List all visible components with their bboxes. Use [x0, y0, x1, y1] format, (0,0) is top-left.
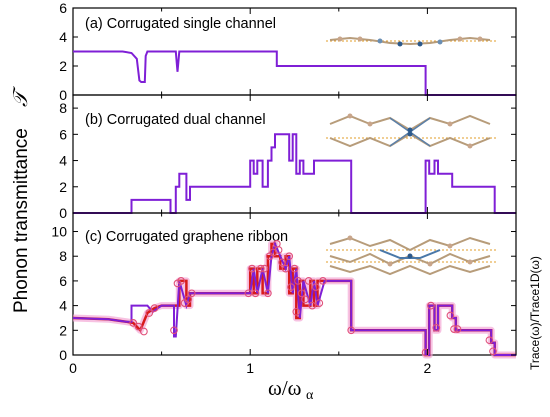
x-tick-label: 0	[69, 360, 77, 376]
scatter-point	[184, 295, 193, 304]
scatter-point	[485, 336, 494, 345]
y-tick-label: 2	[59, 322, 67, 338]
scatter-point	[315, 299, 324, 307]
panel-c-molecule-icon	[326, 235, 497, 276]
panel-b-series	[73, 133, 516, 214]
series-halo	[72, 240, 516, 359]
scatter-point	[301, 295, 309, 304]
series-line-transmittance	[73, 133, 516, 214]
panel-a-series	[73, 50, 516, 96]
y-tick-label: 0	[59, 347, 67, 363]
y-tick-label: 10	[51, 224, 67, 240]
scatter-point	[170, 326, 178, 335]
x-tick-label: 2	[424, 360, 432, 376]
scatter-point	[260, 264, 269, 273]
scatter-point	[281, 264, 290, 273]
panel-c-frame	[72, 212, 517, 356]
y-axis-symbol: 𝒯	[10, 85, 32, 107]
y-axis-title: Phonon transmittance 𝒯	[10, 85, 32, 313]
scatter-point	[256, 264, 265, 273]
y-tick-label: 2	[59, 179, 67, 195]
scatter-point	[248, 264, 256, 273]
panel-c-title: (c) Corrugated graphene ribbon	[85, 229, 288, 245]
y-tick-label: 6	[59, 273, 67, 289]
scatter-point	[347, 326, 356, 335]
scatter-point	[489, 347, 497, 356]
scatter-point	[446, 311, 455, 320]
scatter-point	[134, 322, 143, 331]
scatter-point	[308, 301, 317, 310]
panel-a-molecule-icon	[326, 36, 497, 47]
scatter-point	[177, 277, 185, 285]
scatter-point	[311, 283, 320, 291]
panel-c-yaxis: 0 2 4 6 8 10	[51, 224, 516, 363]
scatter-point	[145, 309, 154, 317]
scatter-point	[450, 325, 458, 333]
scatter-point	[264, 289, 272, 298]
scatter-point	[140, 327, 148, 336]
scatter-point	[297, 289, 306, 298]
scatter-point	[187, 289, 196, 298]
y-tick-label: 8	[59, 100, 67, 116]
y-tick-label: 6	[59, 0, 67, 16]
right-axis-label: Trace(ω)/Trace1D(ω)	[528, 256, 542, 370]
scatter-point	[251, 289, 260, 298]
y-tick-label: 8	[59, 248, 67, 264]
panel-b: (b) Corrugated dual channel 0 2 4 6 8	[59, 94, 517, 221]
scatter-point	[274, 246, 283, 254]
x-axis-tick-labels: 0 1 2	[69, 360, 431, 376]
y-tick-label: 2	[59, 58, 67, 74]
scatter-point	[292, 307, 301, 316]
y-tick-label: 4	[59, 153, 67, 169]
panel-b-title: (b) Corrugated dual channel	[85, 112, 266, 128]
panel-a: (a) Corrugated single channel 0 2 4 6	[59, 0, 517, 103]
y-tick-label: 0	[59, 87, 67, 103]
panel-a-title: (a) Corrugated single channel	[85, 16, 276, 32]
panel-b-molecule-icon	[326, 113, 497, 149]
scatter-point	[150, 304, 159, 312]
scatter-point	[285, 252, 294, 261]
scatter-point	[453, 325, 462, 333]
panel-c-xticks	[72, 213, 517, 355]
y-tick-label: 4	[59, 298, 67, 314]
scatter-point	[287, 283, 295, 291]
panel-c-series	[72, 240, 516, 359]
scatter-point	[304, 277, 313, 285]
scatter-point	[319, 277, 327, 285]
y-tick-label: 0	[59, 205, 67, 221]
scatter-point	[427, 301, 435, 310]
x-axis-label: ω/ω	[268, 376, 301, 400]
series-line-transmittance	[73, 50, 516, 96]
panel-c: (c) Corrugated graphene ribbon 0 2 4 6 8 10	[51, 212, 517, 363]
scatter-point	[278, 258, 286, 267]
scatter-point	[294, 277, 302, 285]
y-tick-label: 4	[59, 29, 67, 45]
x-axis-title: ω/ω α	[268, 376, 314, 403]
scatter-point	[290, 264, 299, 273]
series-line-transmittance	[72, 240, 516, 356]
scatter-point	[129, 319, 138, 327]
scatter-point	[421, 348, 430, 357]
scatter-point	[432, 323, 441, 332]
x-axis-label-subscript: α	[306, 388, 314, 403]
x-tick-label: 1	[246, 360, 254, 376]
y-axis-label: Phonon transmittance	[11, 128, 32, 313]
y-tick-label: 6	[59, 126, 67, 142]
